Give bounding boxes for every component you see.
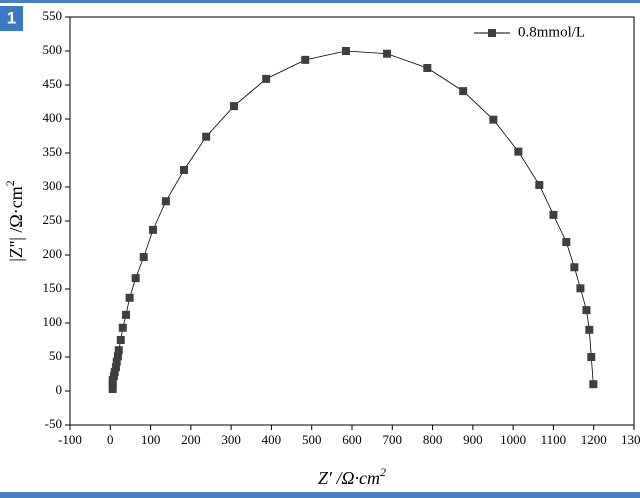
- x-tick-label: 800: [423, 432, 443, 447]
- data-point: [549, 210, 558, 219]
- legend-marker: [488, 29, 496, 37]
- data-point: [587, 353, 596, 361]
- plot-frame: [69, 16, 635, 426]
- data-point: [585, 325, 594, 334]
- data-point: [161, 197, 170, 206]
- x-axis-label-text: Z′ /Ω·cm: [318, 468, 380, 488]
- x-tick-label: 400: [262, 432, 282, 447]
- y-tick-label: 100: [43, 314, 63, 329]
- x-tick-label: 1300: [621, 432, 640, 447]
- y-tick-label: 500: [43, 42, 63, 57]
- data-point: [108, 384, 117, 393]
- data-point: [489, 115, 498, 124]
- data-point: [459, 87, 468, 96]
- data-point: [148, 225, 157, 234]
- x-tick-label: 100: [141, 432, 161, 447]
- x-tick-label: 900: [463, 432, 483, 447]
- data-point: [113, 352, 122, 361]
- data-point: [582, 306, 591, 315]
- data-point: [589, 380, 598, 389]
- y-tick-label: -50: [45, 416, 62, 431]
- x-tick-label: 1000: [500, 432, 526, 447]
- x-axis-label-sup: 2: [380, 465, 386, 479]
- data-point: [110, 367, 119, 376]
- data-point: [108, 380, 117, 389]
- data-point: [535, 180, 544, 189]
- data-point: [112, 357, 121, 366]
- x-tick-label: 300: [221, 432, 241, 447]
- y-tick-label: 0: [56, 382, 63, 397]
- bottom-border: [0, 492, 640, 498]
- x-tick-label: 0: [107, 432, 114, 447]
- badge-box: [0, 6, 23, 31]
- y-axis-label-sup: 2: [3, 180, 17, 186]
- data-point: [118, 323, 127, 332]
- data-point: [262, 74, 271, 83]
- data-point: [125, 293, 134, 302]
- x-tick-label: 200: [181, 432, 201, 447]
- y-axis-label: |Z''| /Ω·cm2: [3, 180, 26, 262]
- data-point: [108, 376, 117, 385]
- data-point: [202, 132, 211, 141]
- y-tick-label: 50: [49, 348, 62, 363]
- y-tick-label: 300: [43, 178, 63, 193]
- y-tick-label: 250: [43, 212, 63, 227]
- x-axis-label: Z′ /Ω·cm2: [318, 465, 386, 488]
- data-point: [111, 363, 120, 372]
- data-point: [131, 274, 140, 283]
- top-border: [0, 0, 640, 3]
- data-point: [114, 346, 123, 355]
- data-point: [109, 372, 118, 381]
- y-tick-label: 150: [43, 280, 63, 295]
- x-tick-label: 1200: [581, 432, 607, 447]
- data-point: [229, 102, 238, 111]
- y-tick-label: 450: [43, 76, 63, 91]
- data-point: [562, 238, 571, 247]
- data-point: [121, 310, 130, 319]
- data-point: [576, 284, 585, 293]
- data-point: [514, 147, 523, 156]
- data-point: [341, 47, 350, 55]
- x-tick-label: 500: [302, 432, 322, 447]
- data-point: [116, 336, 125, 344]
- x-tick-label: 600: [342, 432, 362, 447]
- data-point: [570, 263, 579, 272]
- badge: 1: [7, 8, 16, 27]
- x-tick-label: 700: [383, 432, 403, 447]
- data-point: [383, 49, 392, 58]
- series-line: [112, 50, 594, 389]
- data-point: [139, 253, 148, 262]
- data-point: [423, 64, 432, 72]
- y-tick-label: 400: [43, 110, 63, 125]
- data-point: [301, 55, 310, 64]
- data-point: [180, 166, 189, 174]
- y-tick-label: 550: [43, 8, 63, 23]
- x-tick-label: 1100: [541, 432, 567, 447]
- x-tick-label: -100: [58, 432, 82, 447]
- y-tick-label: 200: [43, 246, 63, 261]
- y-tick-label: 350: [43, 144, 63, 159]
- legend-label: 0.8mmol/L: [518, 24, 585, 40]
- y-axis-label-text: |Z''| /Ω·cm: [6, 186, 26, 262]
